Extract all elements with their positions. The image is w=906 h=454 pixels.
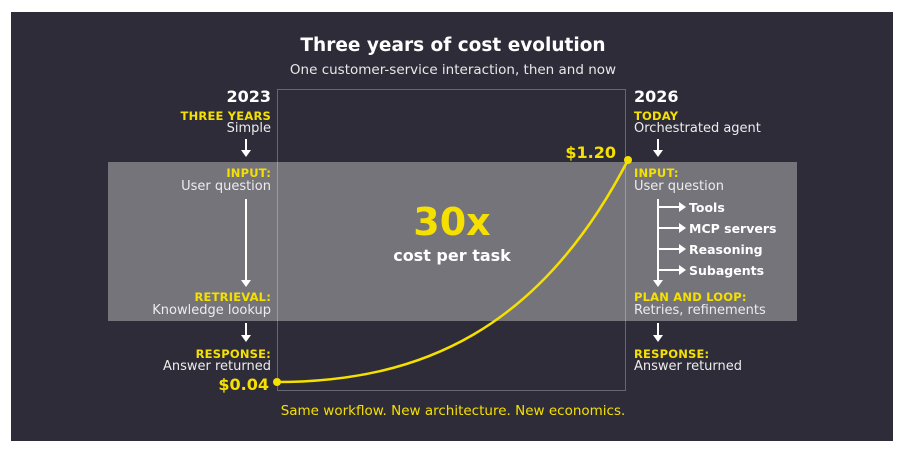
tool-branch-3 [658,248,679,250]
left-arrow-2 [245,199,247,280]
tool-branch-4 [658,269,679,271]
page-subtitle: One customer-service interaction, then a… [289,62,617,78]
tool-branch-1-head [679,202,686,212]
left-arrow-1 [245,139,247,150]
right-era-label: TODAY [634,109,679,123]
infographic-panel [11,12,893,441]
tool-item-subagents: Subagents [689,263,765,278]
cost-multiplier-caption: cost per task [393,246,511,265]
left-response-text: Answer returned [162,359,271,374]
right-arrow-1-head [653,150,663,157]
year-2023: 2023 [226,87,271,106]
left-arrow-2-head [241,280,251,287]
left-response-label: RESPONSE: [195,347,271,361]
tool-item-tools: Tools [689,200,725,215]
price-2023: $0.04 [218,375,269,394]
left-era-text: Simple [226,121,271,136]
page-title: Three years of cost evolution [300,35,606,56]
right-response-text: Answer returned [634,359,743,374]
right-arrow-3-head [653,335,663,342]
right-era-text: Orchestrated agent [634,121,761,136]
footer-tagline: Same workflow. New architecture. New eco… [280,403,626,419]
cost-point-2023 [273,378,281,386]
right-arrow-1 [657,139,659,150]
cost-point-2026 [624,156,632,164]
year-2026: 2026 [634,87,679,106]
left-arrow-1-head [241,150,251,157]
tool-branch-4-head [679,265,686,275]
tool-item-mcp-servers: MCP servers [689,221,777,236]
right-plan-label: PLAN AND LOOP: [634,290,747,304]
left-input-label: INPUT: [226,166,271,180]
left-arrow-3 [245,323,247,335]
left-input-text: User question [181,179,271,194]
tool-branch-2-head [679,223,686,233]
center-frame [277,89,626,391]
right-input-label: INPUT: [634,166,679,180]
tool-branch-1 [658,206,679,208]
left-arrow-3-head [241,335,251,342]
right-arrow-2 [657,199,659,280]
tool-branch-3-head [679,244,686,254]
right-response-label: RESPONSE: [634,347,710,361]
left-era-label: THREE YEARS [180,109,271,123]
cost-multiplier: 30x [413,200,491,244]
highlight-band [108,162,797,321]
tool-branch-2 [658,227,679,229]
right-arrow-3 [657,323,659,335]
right-input-text: User question [634,179,724,194]
cost-curve [276,159,630,384]
right-arrow-2-head [653,280,663,287]
left-retrieval-text: Knowledge lookup [152,303,271,318]
right-plan-text: Retries, refinements [634,303,766,318]
left-retrieval-label: RETRIEVAL: [194,290,271,304]
price-2026: $1.20 [565,143,616,162]
tool-item-reasoning: Reasoning [689,242,763,257]
